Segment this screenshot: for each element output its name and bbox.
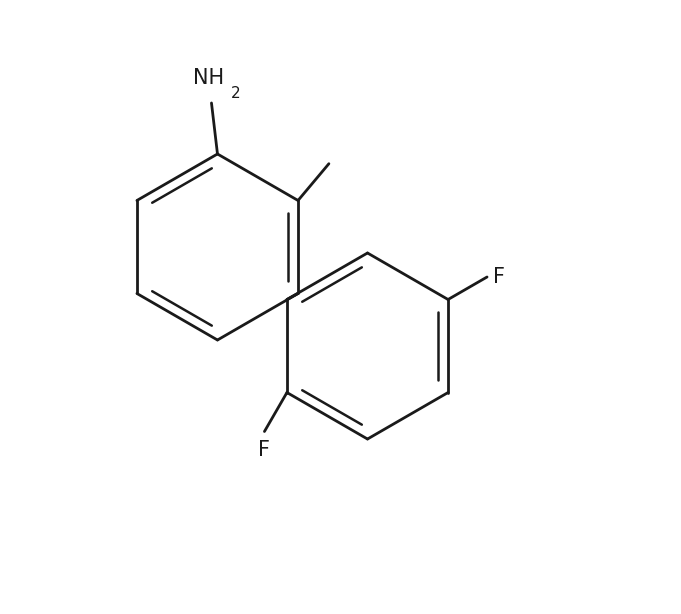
Text: F: F [493,267,505,287]
Text: F: F [259,440,270,460]
Text: NH: NH [193,68,224,88]
Text: 2: 2 [232,86,241,101]
